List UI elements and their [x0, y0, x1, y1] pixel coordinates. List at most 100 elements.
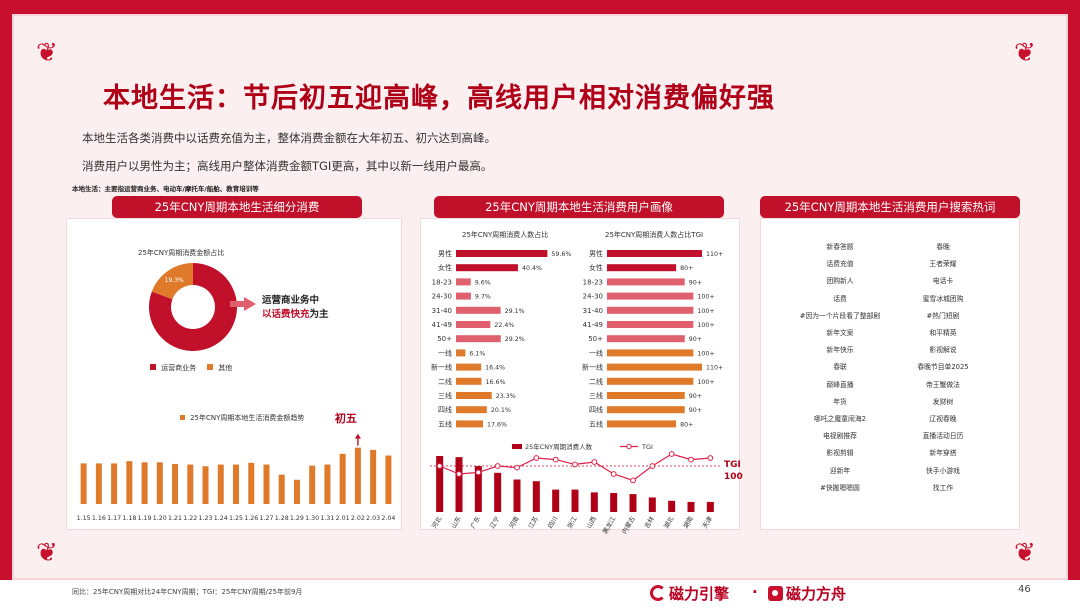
province-tick-label: 浙江 [565, 514, 579, 530]
hbar-value-label: 6.1% [469, 350, 485, 357]
trend-tick-label: 1.30 [305, 515, 319, 522]
brand-cili-ark: 磁力方舟 [768, 583, 846, 604]
hbar [456, 335, 501, 343]
hot-word-item: 蜜雪冰城团购 [922, 294, 964, 303]
hbar-category-label: 24-30 [432, 293, 452, 301]
hot-word-item: 新春答题 [826, 243, 854, 251]
hot-word-item: 王者荣耀 [929, 260, 957, 269]
hbar-value-label: 80+ [680, 421, 693, 428]
province-bar [436, 456, 444, 512]
trend-tick-label: 1.20 [153, 515, 167, 522]
trend-tick-label: 1.22 [183, 515, 197, 522]
tgi-point [572, 461, 578, 468]
hbar-category-label: 一线 [589, 348, 603, 357]
brand-separator: · [752, 583, 758, 601]
hot-word-item: 巅峰直播 [826, 380, 854, 389]
trend-bar [141, 462, 148, 504]
portrait-right-title: 25年CNY周期消费人数占比TGI [605, 231, 704, 239]
peak-arrow-head-icon [354, 433, 361, 439]
brand-cili-ark-text: 磁力方舟 [786, 585, 847, 603]
hbar-value-label: 100+ [697, 379, 714, 386]
hbar-category-label: 新一线 [431, 363, 452, 372]
province-bar [687, 501, 695, 512]
hbar-category-label: 新一线 [582, 363, 603, 372]
donut-chart: 19.3% 80.7% [149, 263, 237, 351]
hbar [607, 292, 694, 300]
trend-tick-label: 1.16 [92, 515, 106, 522]
hbar [607, 363, 702, 371]
province-bar [706, 501, 714, 512]
donut-slice [151, 263, 193, 300]
hot-word-item: 影视剪辑 [826, 449, 854, 458]
trend-bar [156, 462, 163, 504]
donut-title: 25年CNY周期消费金额占比 [138, 249, 225, 257]
trend-bar [370, 449, 377, 504]
hbar-category-label: 50+ [437, 335, 452, 343]
hbar [607, 335, 685, 343]
province-tick-label: 广东 [468, 515, 482, 530]
province-tick-label: 江苏 [526, 515, 540, 530]
section-header-hot-words: 25年CNY周期本地生活消费用户搜索热词 [760, 196, 1020, 218]
tgi-reference-value: 100 [724, 472, 743, 482]
trend-tick-label: 2.03 [366, 515, 380, 522]
province-bar [552, 489, 560, 512]
hbar [456, 278, 471, 286]
hbar [456, 292, 471, 300]
panel-hot-words [760, 218, 1020, 530]
hot-word-item: 话费充值 [826, 260, 854, 269]
hbar-category-label: 男性 [438, 249, 452, 258]
tgi-point [533, 455, 540, 461]
page-title: 本地生活：节后初五迎高峰，高线用户相对消费偏好强 [103, 83, 775, 114]
hbar [456, 306, 501, 314]
hbar-value-label: 90+ [689, 407, 702, 414]
share-horizontal-bars: 男性 59.6% 女性 40.4% 18-23 9.6% 24-30 9.7% 31-40 29.… [431, 249, 571, 428]
hot-word-item: 影视解说 [929, 346, 957, 355]
hot-word-item: 新年快乐 [826, 346, 854, 355]
hbar-value-label: 29.1% [505, 308, 525, 315]
hbar [456, 377, 482, 385]
trend-bar [339, 453, 346, 504]
hbar-value-label: 80+ [680, 265, 693, 272]
tgi-point [436, 463, 443, 469]
province-tick-label: 湖南 [681, 515, 695, 530]
province-bar [532, 481, 540, 512]
hbar-category-label: 二线 [438, 377, 452, 386]
tgi-point [475, 469, 482, 476]
province-tick-label: 内蒙古 [619, 515, 636, 536]
donut-legend: 运营商业务 其他 [150, 355, 232, 374]
hbar-category-label: 18-23 [583, 278, 603, 286]
description-line-2: 消费用户以男性为主；高线用户整体消费金额TGI更高，其中以新一线用户最高。 [82, 159, 493, 173]
arrow-icon [230, 296, 256, 311]
trend-bar [202, 466, 209, 504]
tgi-point [630, 477, 636, 484]
hot-word-item: 辽视春晚 [929, 415, 957, 423]
province-bar [610, 492, 618, 512]
hbar [607, 264, 677, 272]
donut-callout-line-1: 运营商业务中 [262, 295, 320, 306]
trend-tick-label: 1.17 [107, 515, 121, 522]
hot-word-item: 找工作 [932, 483, 954, 492]
hbar [456, 363, 482, 371]
hbar-category-label: 一线 [438, 348, 452, 357]
hot-word-item: 新年文案 [826, 329, 854, 337]
hbar-category-label: 四线 [438, 405, 452, 414]
cili-ark-logo-icon [768, 586, 783, 601]
tgi-point [610, 471, 617, 477]
trend-tick-label: 2.01 [336, 515, 350, 522]
hbar-category-label: 男性 [589, 249, 603, 258]
province-bar [648, 497, 656, 512]
hbar-value-label: 90+ [689, 279, 702, 286]
hbar-value-label: 17.6% [487, 421, 507, 428]
hbar-value-label: 9.6% [475, 279, 491, 286]
hbar-value-label: 90+ [689, 393, 702, 400]
definition-note: 本地生活：主要指运营商业务、电动车/摩托车/船舶、教育培训等 [72, 185, 259, 193]
hbar-value-label: 100+ [697, 322, 714, 329]
hbar-value-label: 110+ [706, 365, 723, 372]
hbar-value-label: 100+ [697, 308, 714, 315]
trend-chart-title: 25年CNY周期本地生活消费金额趋势 [190, 414, 305, 422]
trend-bar [263, 464, 270, 504]
hbar-category-label: 50+ [588, 335, 603, 343]
trend-tick-label: 1.27 [259, 515, 273, 522]
hbar-category-label: 四线 [589, 405, 603, 414]
hot-word-item: 快手小游戏 [926, 466, 960, 475]
